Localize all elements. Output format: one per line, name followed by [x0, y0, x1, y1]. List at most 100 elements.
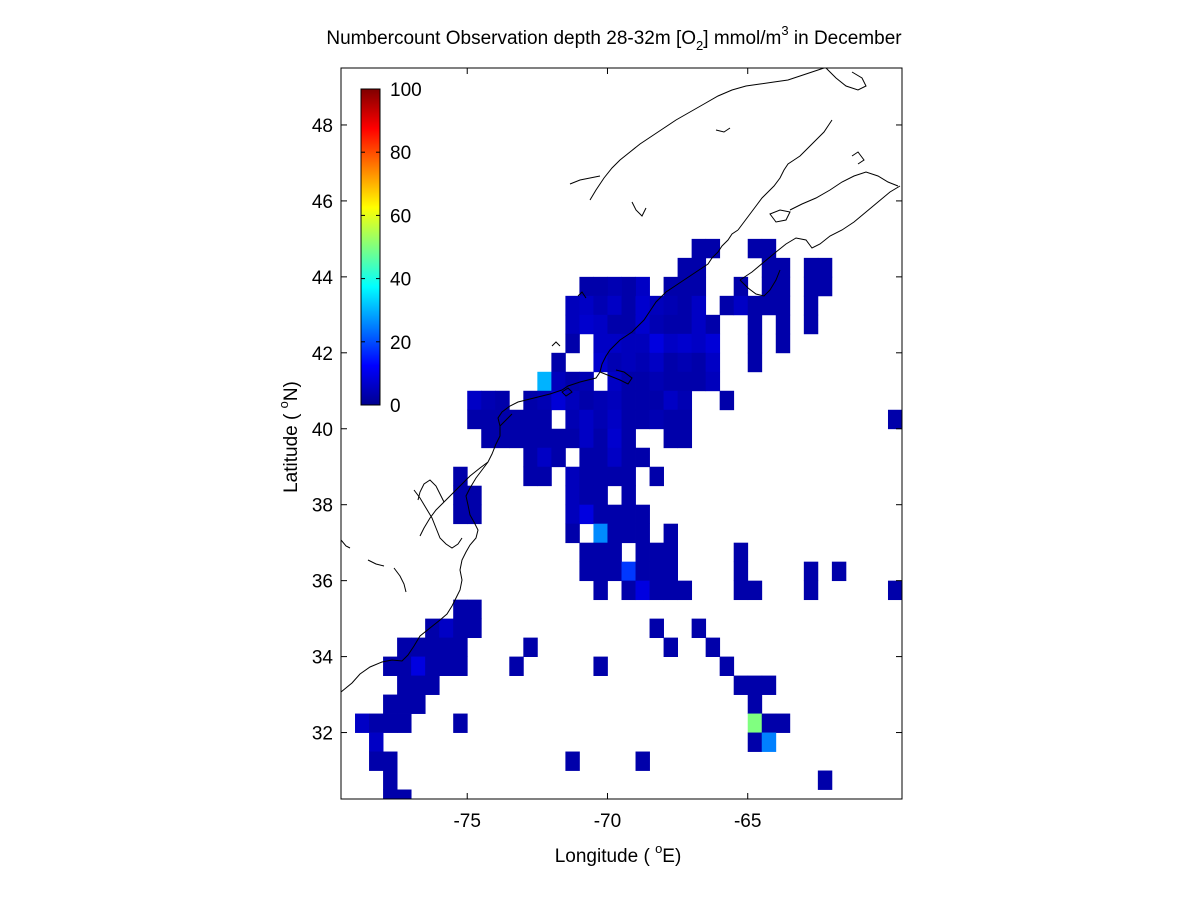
heatmap-cell — [467, 504, 482, 525]
coastline — [341, 68, 901, 693]
heatmap-cell — [397, 675, 412, 695]
x-axis-label: Longitude ( oE) — [555, 841, 682, 867]
heatmap-cell — [649, 542, 664, 563]
heatmap-cell — [593, 276, 608, 297]
heatmap-cell — [621, 352, 636, 373]
heatmap-cell — [747, 694, 763, 714]
heatmap-cell — [537, 409, 552, 430]
heatmap-cell — [593, 447, 608, 468]
heatmap-cell — [649, 580, 664, 601]
heatmap-cell — [537, 428, 552, 449]
heatmap-cell — [621, 428, 636, 449]
heatmap-cell — [551, 390, 566, 411]
heatmap-cell — [691, 352, 707, 373]
heatmap-cell — [425, 656, 440, 676]
heatmap-cell — [397, 789, 412, 799]
heatmap-cell — [509, 409, 524, 430]
colorbar-tick-label: 40 — [390, 270, 411, 291]
heatmap-cell — [593, 295, 608, 316]
heatmap-cell — [565, 523, 580, 544]
heatmap-cell — [775, 333, 791, 354]
heatmap-cell — [607, 466, 622, 487]
heatmap-cell — [649, 295, 664, 316]
heatmap-cell — [691, 295, 707, 316]
heatmap-cell — [691, 238, 707, 259]
heatmap-cell — [649, 409, 664, 430]
heatmap-cell — [593, 504, 608, 525]
heatmap-cell — [621, 409, 636, 430]
heatmap-cell — [663, 561, 678, 582]
heatmap-cell — [803, 257, 819, 278]
heatmap-cell — [621, 447, 636, 468]
y-tick-label: 46 — [312, 192, 333, 213]
y-tick-label: 34 — [312, 648, 334, 669]
heatmap-cell — [635, 314, 650, 335]
heatmap-cell — [761, 675, 777, 695]
heatmap-cell — [635, 447, 650, 468]
heatmap-cell — [397, 637, 412, 657]
heatmap-cell — [453, 618, 468, 639]
heatmap-cell — [705, 352, 721, 373]
heatmap-cell — [663, 371, 678, 392]
heatmap-cell — [649, 333, 664, 354]
heatmap-cell — [719, 390, 735, 411]
heatmap-cell — [663, 352, 678, 373]
heatmap-cell — [635, 523, 650, 544]
heatmap-cell — [607, 352, 622, 373]
heatmap-cell — [691, 371, 707, 392]
heatmap-cell — [565, 295, 580, 316]
y-tick-label: 36 — [312, 572, 333, 593]
heatmap-cell — [635, 371, 650, 392]
x-tick-label: -75 — [453, 811, 480, 832]
heatmap-cell — [607, 447, 622, 468]
heatmap-cell — [467, 390, 482, 411]
heatmap-cell — [607, 276, 622, 297]
heatmap-cell — [453, 599, 468, 620]
heatmap-cell — [607, 428, 622, 449]
y-axis: 32 34 36 38 40 42 44 46 48 — [312, 116, 902, 745]
heatmap-cell — [663, 637, 678, 657]
heatmap-cell — [551, 447, 566, 468]
heatmap-cell — [593, 523, 608, 544]
heatmap-cell — [677, 333, 693, 354]
heatmap-cell — [635, 409, 650, 430]
heatmap-cell — [425, 675, 440, 695]
heatmap-cell — [481, 390, 496, 411]
heatmap-cell — [593, 466, 608, 487]
heatmap-cell — [579, 504, 594, 525]
heatmap-cell — [593, 390, 608, 411]
heatmap-cell — [649, 352, 664, 373]
heatmap-cell — [565, 751, 580, 771]
heatmap-cell — [523, 428, 538, 449]
heatmap-cell — [383, 713, 398, 733]
heatmap-cell — [397, 713, 412, 733]
heatmap-cell — [453, 504, 468, 525]
heatmap-cell — [761, 276, 777, 297]
heatmap-cell — [635, 751, 650, 771]
heatmap-cell — [733, 276, 749, 297]
heatmap-cell — [593, 352, 608, 373]
heatmap-cell — [663, 333, 678, 354]
heatmap-cell — [649, 618, 664, 639]
heatmap-cell — [635, 333, 650, 354]
heatmap-cell — [467, 409, 482, 430]
heatmap-cell — [831, 561, 847, 582]
heatmap-cell — [733, 675, 749, 695]
heatmap-cell — [747, 295, 763, 316]
heatmap-cell — [593, 428, 608, 449]
heatmap-cell — [635, 295, 650, 316]
heatmap-cell — [635, 276, 650, 297]
heatmap-cell — [649, 390, 664, 411]
heatmap-cell — [803, 276, 819, 297]
heatmap-cell — [691, 314, 707, 335]
heatmap-cell — [649, 561, 664, 582]
heatmap-cell — [439, 637, 454, 657]
chart-title: Numbercount Observation depth 28-32m [O2… — [326, 23, 902, 53]
heatmap-cell — [369, 713, 384, 733]
heatmap-cell — [635, 390, 650, 411]
heatmap-cells — [355, 238, 902, 799]
heatmap-cell — [523, 390, 538, 411]
heatmap-cell — [621, 371, 636, 392]
heatmap-cell — [565, 466, 580, 487]
